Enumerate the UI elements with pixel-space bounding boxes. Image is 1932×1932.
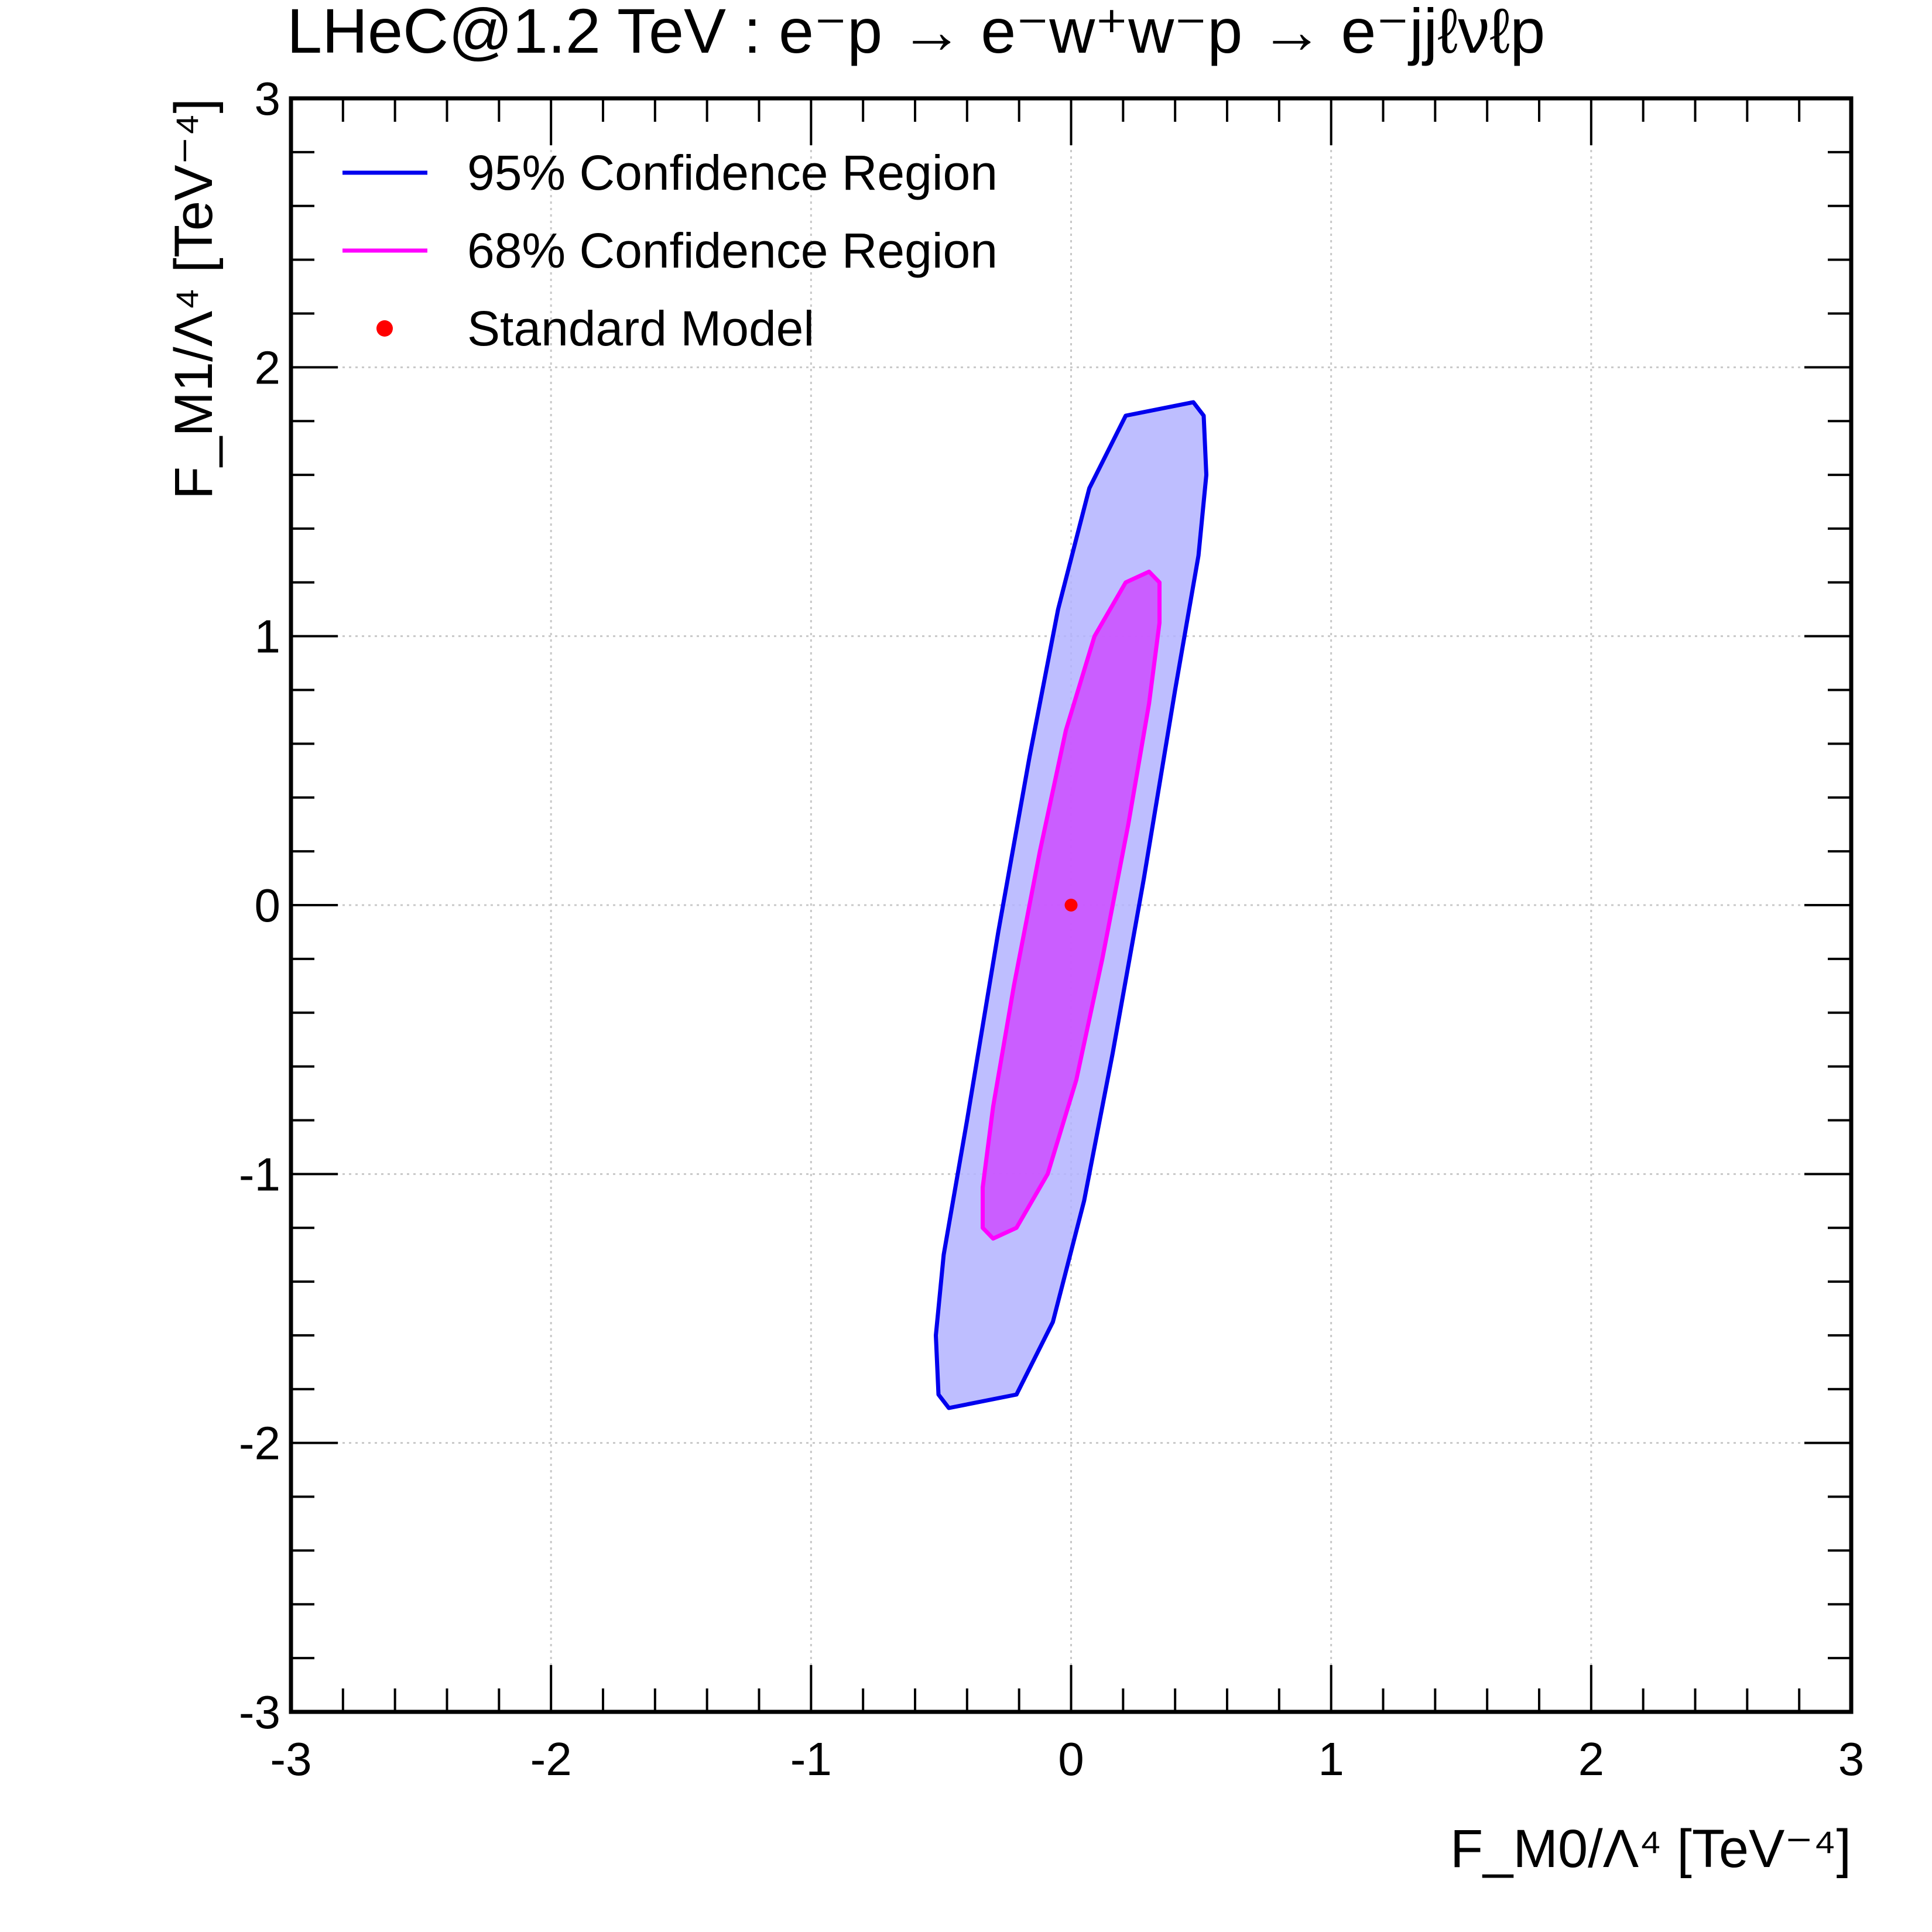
x-tick-label: 2 <box>1578 1733 1605 1785</box>
legend-label: 95% Confidence Region <box>467 145 998 200</box>
x-tick-label: -3 <box>270 1733 311 1785</box>
y-tick-label: 3 <box>255 73 281 125</box>
standard-model-point <box>1064 899 1078 912</box>
y-tick-label: 0 <box>255 879 281 931</box>
legend-label: 68% Confidence Region <box>467 223 998 278</box>
legend-label: Standard Model <box>467 301 814 356</box>
y-tick-label: -3 <box>239 1686 280 1738</box>
x-tick-label: -1 <box>790 1733 832 1785</box>
x-tick-label: 3 <box>1838 1733 1865 1785</box>
y-tick-label: -1 <box>239 1148 280 1200</box>
legend: 95% Confidence Region 68% Confidence Regi… <box>342 145 998 356</box>
confidence-regions <box>934 400 1208 1410</box>
x-tick-label: 1 <box>1318 1733 1344 1785</box>
legend-marker <box>376 320 393 337</box>
y-tick-label: -2 <box>239 1417 280 1469</box>
tick-labels: -3 -2 -1 0 1 2 3 -3 -2 -1 0 1 2 3 <box>239 73 1864 1785</box>
x-axis-title: F_M0/Λ⁴ [TeV⁻⁴] <box>1450 1819 1851 1879</box>
y-axis-title: F_M1/Λ⁴ [TeV⁻⁴] <box>164 98 224 499</box>
x-tick-label: -2 <box>530 1733 572 1785</box>
y-tick-label: 1 <box>255 611 281 663</box>
chart-title: LHeC@1.2 TeV : e⁻p → e⁻w⁺w⁻p → e⁻jjℓνℓp <box>287 0 1545 66</box>
plot-frame <box>289 96 1854 1714</box>
x-tick-label: 0 <box>1058 1733 1084 1785</box>
y-tick-label: 2 <box>255 341 281 393</box>
